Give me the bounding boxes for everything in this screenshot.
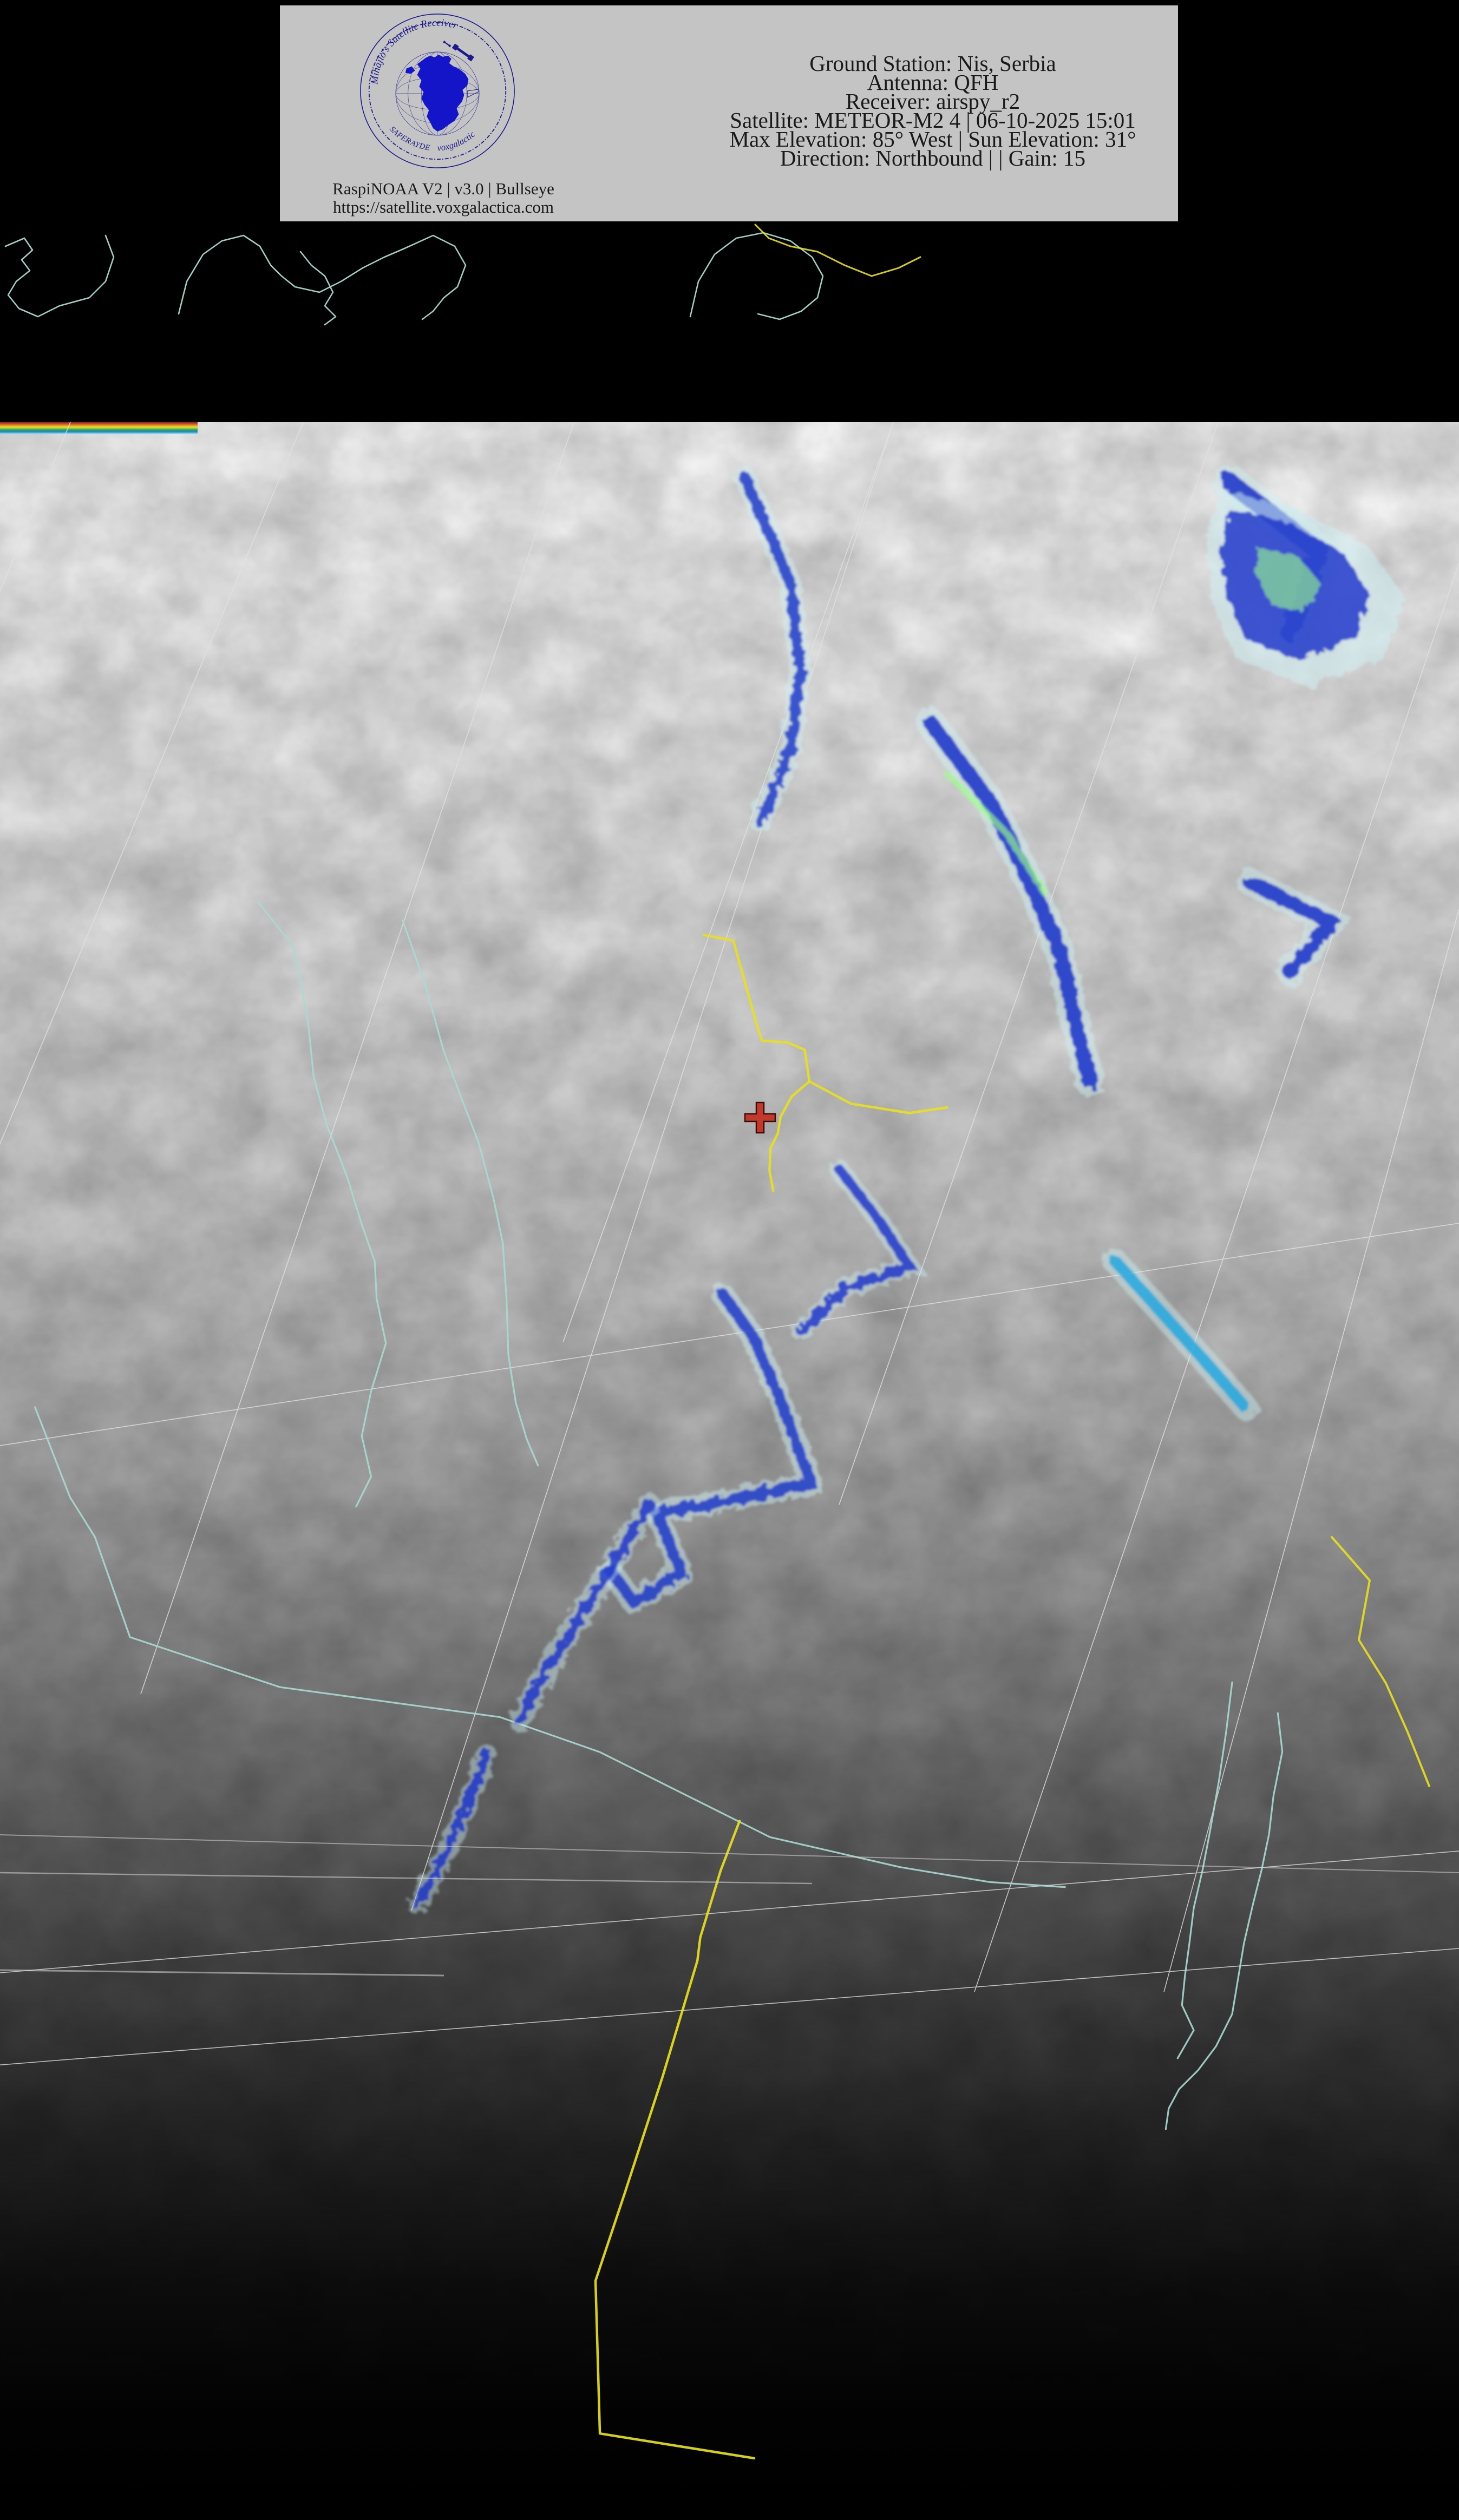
svg-text:·AYDE: ·AYDE <box>407 137 431 153</box>
